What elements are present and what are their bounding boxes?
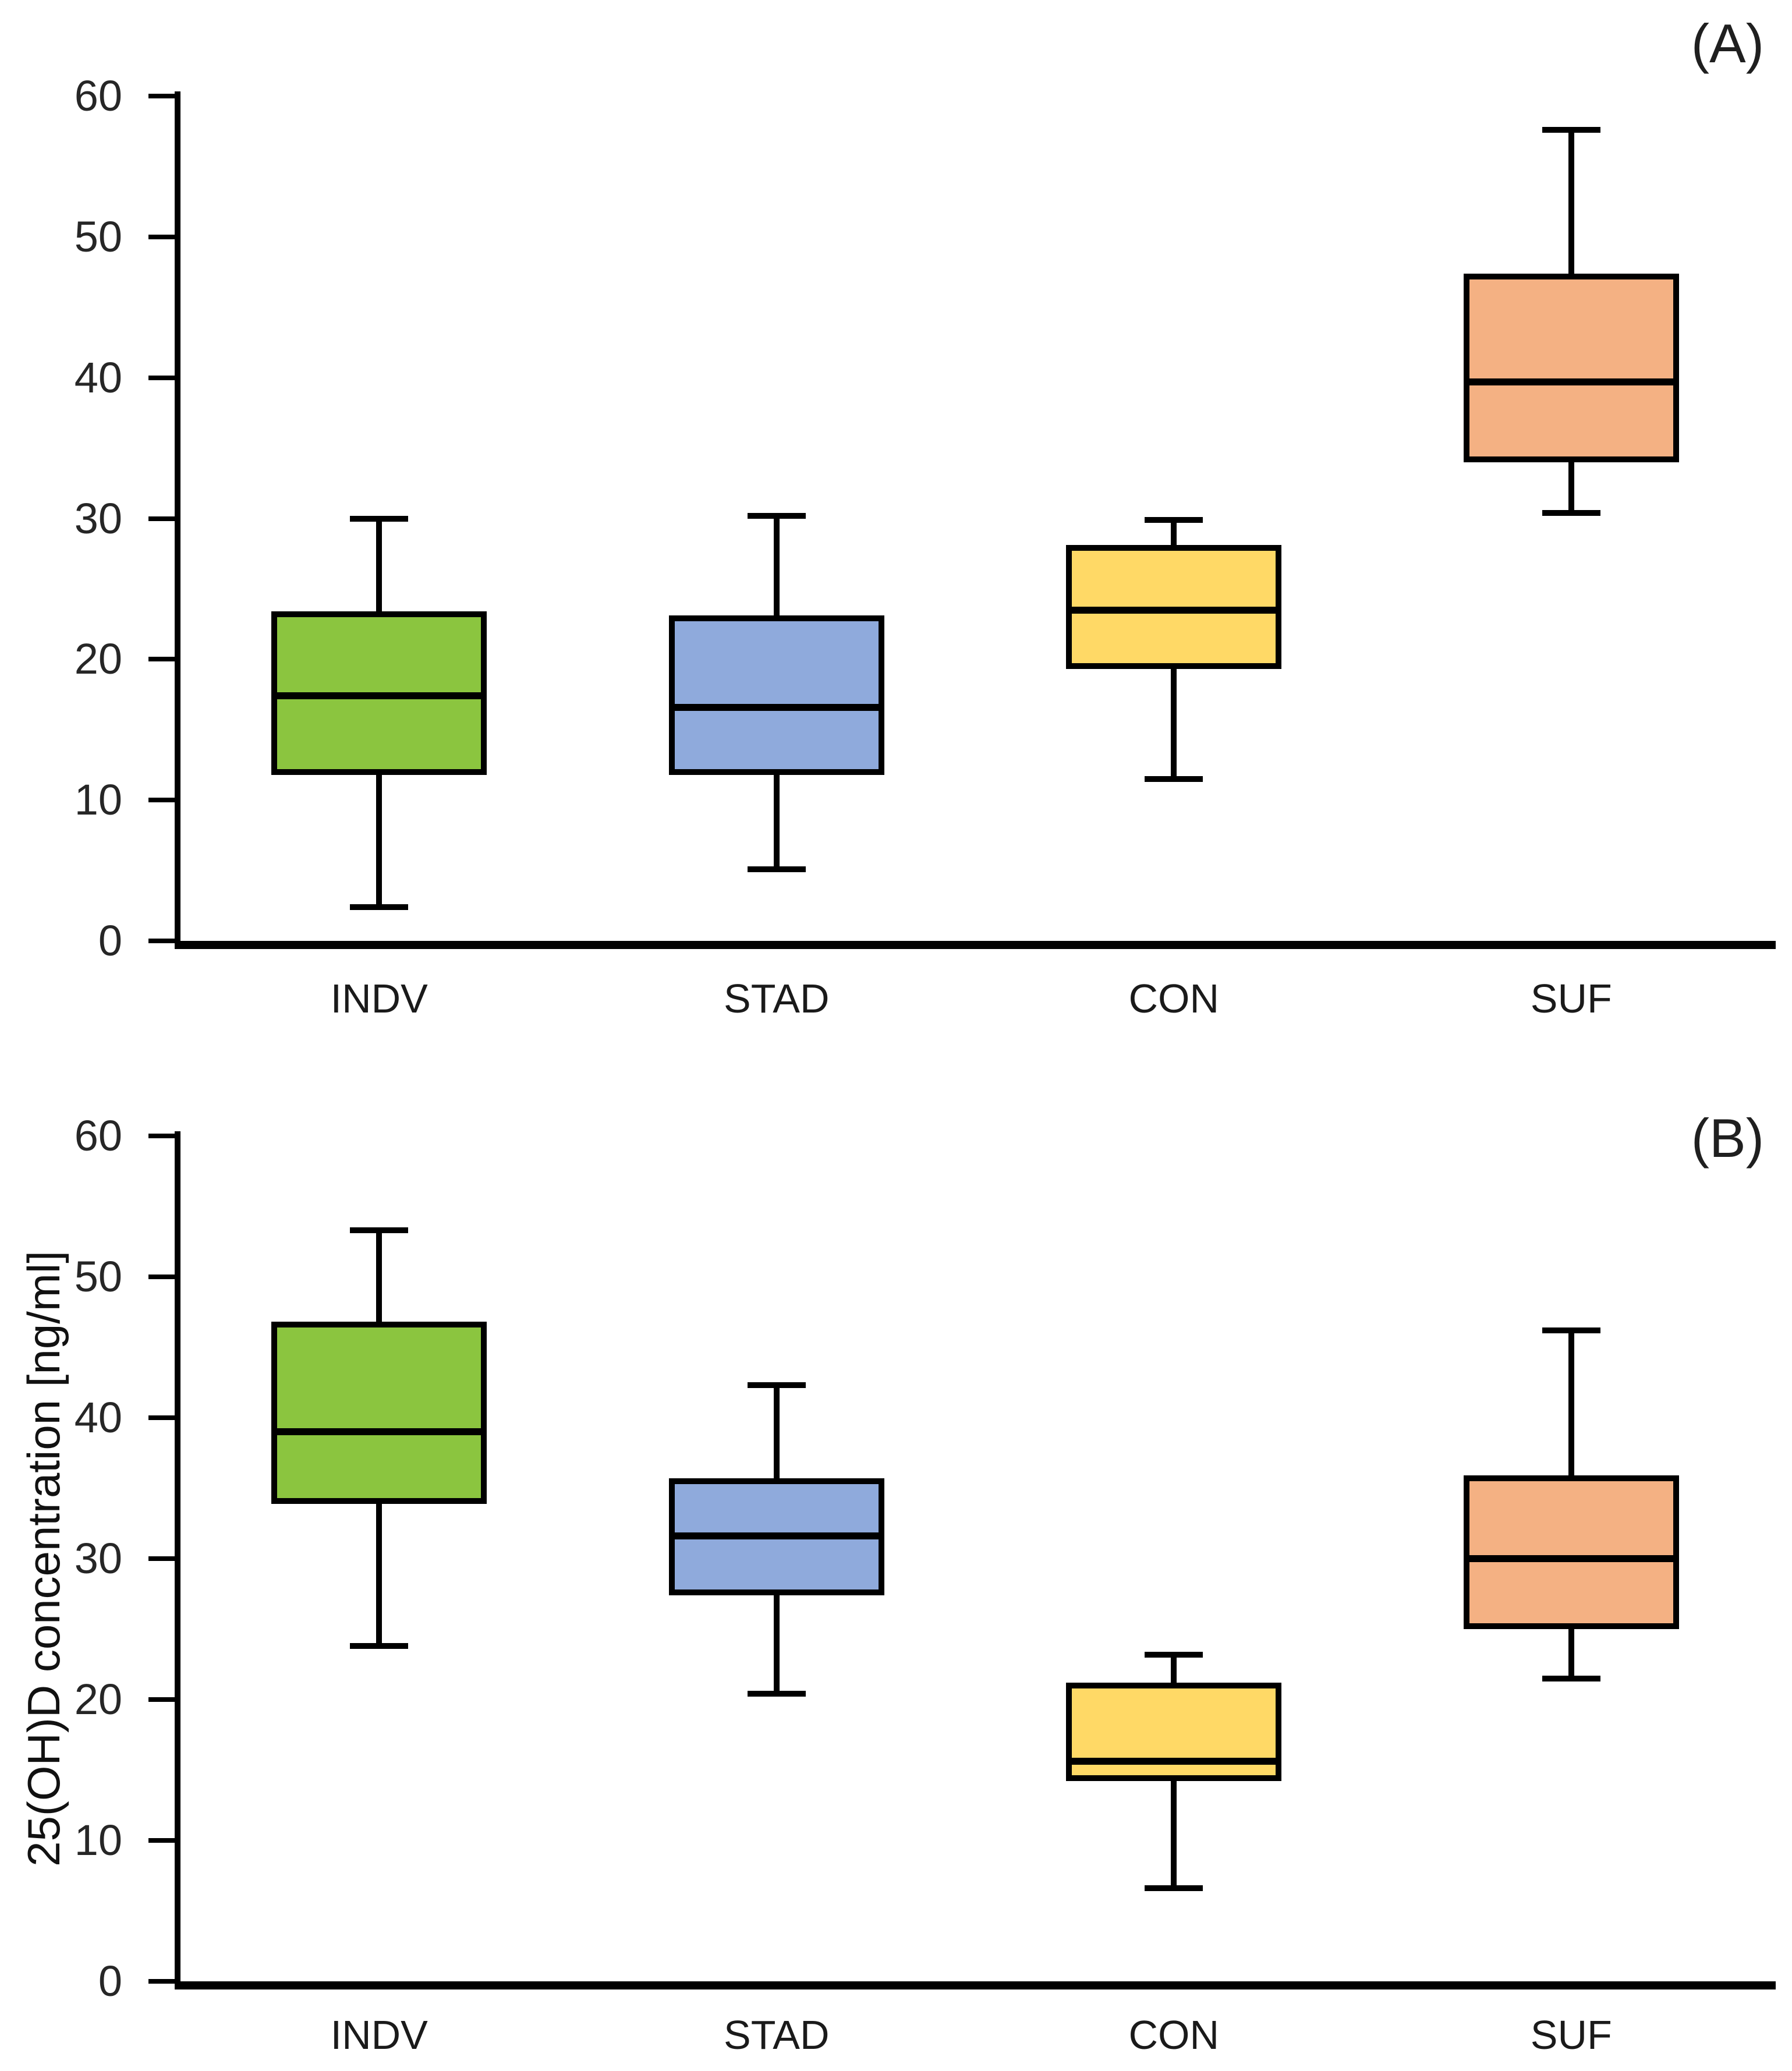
y-axis-line (175, 91, 180, 947)
whisker-upper-cap (1542, 127, 1600, 133)
box-CON (1066, 1682, 1282, 1782)
y-tick-mark (148, 1697, 175, 1702)
box-STAD (668, 615, 884, 775)
median-CON (1066, 1758, 1282, 1765)
whisker-lower-stem (1171, 1781, 1177, 1889)
panel-b-annotation: (B) (1691, 1107, 1764, 1169)
whisker-upper-cap (747, 512, 806, 519)
y-tick-mark (148, 1979, 175, 1984)
median-SUF (1463, 1555, 1679, 1562)
whisker-upper-cap (350, 515, 409, 522)
x-axis-line (175, 1981, 1776, 1989)
x-category-label-INDV: INDV (330, 2012, 428, 2058)
y-tick-mark (148, 375, 175, 380)
whisker-upper-stem (1171, 1654, 1177, 1683)
y-tick-label: 60 (74, 72, 122, 120)
whisker-upper-stem (773, 1385, 780, 1479)
box-INDV (271, 1322, 487, 1504)
whisker-upper-cap (1145, 1651, 1203, 1658)
y-tick-mark (148, 1134, 175, 1138)
y-tick-label: 30 (74, 494, 122, 543)
y-tick-mark (148, 1275, 175, 1279)
median-SUF (1463, 378, 1679, 385)
y-tick-mark (148, 939, 175, 943)
whisker-lower-stem (1171, 669, 1177, 779)
y-tick-mark (148, 1415, 175, 1420)
box-SUF (1463, 273, 1679, 462)
x-category-label-STAD: STAD (724, 2012, 830, 2058)
y-axis-title: 25(OH)D concentration [ng/ml] (18, 1251, 69, 1867)
y-tick-label: 50 (74, 1252, 122, 1301)
x-category-label-CON: CON (1128, 2012, 1220, 2058)
y-tick-label: 10 (74, 776, 122, 824)
median-INDV (271, 1428, 487, 1436)
whisker-upper-cap (747, 1382, 806, 1389)
y-tick-label: 10 (74, 1816, 122, 1864)
y-tick-label: 40 (74, 353, 122, 402)
whisker-lower-stem (376, 1503, 383, 1647)
y-tick-mark (148, 1838, 175, 1843)
y-tick-mark (148, 1556, 175, 1561)
whisker-lower-stem (773, 1595, 780, 1694)
whisker-upper-cap (350, 1227, 409, 1234)
whisker-lower-cap (747, 866, 806, 872)
whisker-upper-stem (376, 518, 383, 612)
y-tick-label: 60 (74, 1111, 122, 1160)
whisker-lower-cap (747, 1691, 806, 1697)
whisker-lower-stem (1568, 462, 1574, 513)
y-tick-mark (148, 516, 175, 521)
whisker-upper-stem (1568, 1330, 1574, 1476)
whisker-upper-stem (1171, 519, 1177, 546)
median-STAD (668, 1532, 884, 1540)
whisker-lower-stem (376, 774, 383, 907)
x-category-label-STAD: STAD (724, 976, 830, 1021)
x-axis-line (175, 941, 1776, 949)
y-tick-mark (148, 234, 175, 239)
y-tick-label: 40 (74, 1393, 122, 1442)
whisker-upper-cap (1542, 1327, 1600, 1333)
whisker-upper-stem (376, 1230, 383, 1322)
y-axis-line (175, 1131, 180, 1987)
y-tick-mark (148, 94, 175, 98)
x-category-label-SUF: SUF (1530, 2012, 1612, 2058)
panel-a-annotation: (A) (1691, 13, 1764, 74)
median-CON (1066, 606, 1282, 614)
whisker-lower-cap (350, 904, 409, 910)
median-INDV (271, 692, 487, 700)
x-category-label-INDV: INDV (330, 976, 428, 1021)
whisker-lower-stem (773, 774, 780, 869)
whisker-upper-stem (1568, 130, 1574, 274)
x-category-label-SUF: SUF (1530, 976, 1612, 1021)
whisker-upper-cap (1145, 516, 1203, 523)
y-tick-label: 20 (74, 635, 122, 684)
y-tick-mark (148, 798, 175, 803)
whisker-lower-cap (350, 1643, 409, 1649)
whisker-lower-stem (1568, 1629, 1574, 1679)
whisker-lower-cap (1145, 776, 1203, 782)
y-tick-label: 20 (74, 1675, 122, 1723)
y-tick-label: 30 (74, 1534, 122, 1583)
whisker-lower-cap (1542, 1675, 1600, 1681)
whisker-lower-cap (1542, 509, 1600, 516)
y-tick-label: 50 (74, 212, 122, 261)
x-category-label-CON: CON (1128, 976, 1220, 1021)
whisker-lower-cap (1145, 1885, 1203, 1892)
box-SUF (1463, 1475, 1679, 1629)
whisker-upper-stem (773, 515, 780, 616)
y-tick-label: 0 (98, 1957, 122, 2005)
median-STAD (668, 703, 884, 711)
y-tick-label: 0 (98, 916, 122, 965)
y-tick-mark (148, 657, 175, 662)
